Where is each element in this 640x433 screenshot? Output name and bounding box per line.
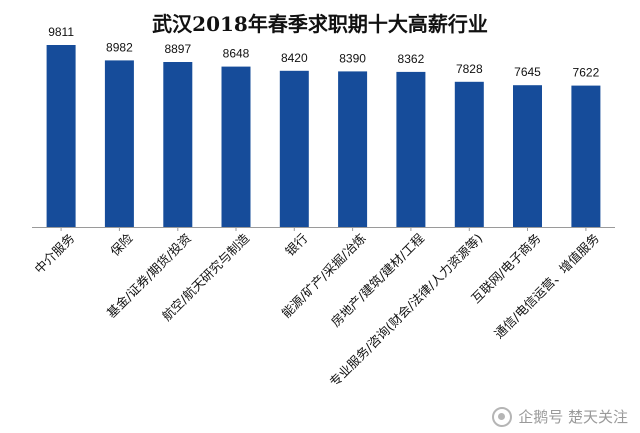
chart-title: 武汉2018年春季求职期十大高薪行业 bbox=[152, 12, 488, 36]
category-label-1: 中介服务 bbox=[31, 231, 77, 277]
category-label-5: 银行 bbox=[282, 231, 310, 259]
value-label-8: 7828 bbox=[456, 62, 483, 76]
category-label-10: 通信/电信运营、增值服务 bbox=[491, 231, 602, 342]
value-label-6: 8390 bbox=[339, 51, 366, 65]
bar-5 bbox=[279, 70, 309, 227]
bar-8 bbox=[454, 81, 484, 227]
bar-7 bbox=[396, 71, 426, 228]
value-label-2: 8982 bbox=[106, 40, 133, 54]
bar-3 bbox=[163, 62, 193, 227]
value-label-10: 7622 bbox=[573, 66, 600, 80]
bar-1 bbox=[46, 45, 76, 227]
bar-9 bbox=[513, 85, 542, 227]
watermark-text: 企鹅号 楚天关注 bbox=[518, 408, 628, 426]
value-label-3: 8897 bbox=[164, 42, 191, 56]
value-label-7: 8362 bbox=[398, 52, 425, 66]
watermark: 企鹅号 楚天关注 bbox=[492, 406, 628, 427]
value-label-9: 7645 bbox=[514, 65, 541, 79]
bar-6 bbox=[338, 71, 368, 228]
category-label-2: 保险 bbox=[107, 230, 136, 259]
value-label-4: 8648 bbox=[223, 47, 250, 61]
bar-2 bbox=[104, 60, 134, 228]
penguin-logo-icon bbox=[492, 406, 513, 427]
bar-4 bbox=[221, 66, 251, 227]
value-label-5: 8420 bbox=[281, 51, 308, 65]
bar-10 bbox=[571, 85, 601, 227]
value-label-1: 9811 bbox=[48, 25, 74, 39]
